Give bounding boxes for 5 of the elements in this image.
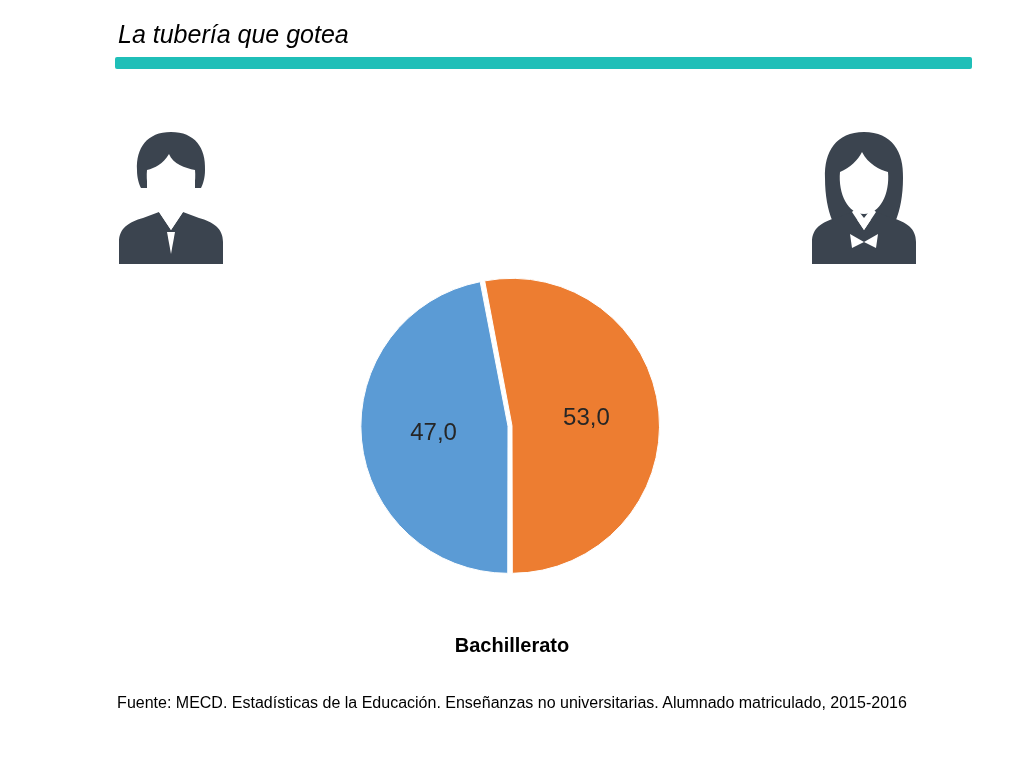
chart-title: La tubería que gotea <box>118 20 349 49</box>
data-label: 53,0 <box>563 403 610 431</box>
data-label: 47,0 <box>410 417 457 445</box>
text: Bachillerato <box>453 634 571 657</box>
source-note: Fuente: MECD. Estadísticas de la Educación. Enseñanzas no universitarias. Alumnado matriculado, 2015-2016 <box>116 694 908 712</box>
